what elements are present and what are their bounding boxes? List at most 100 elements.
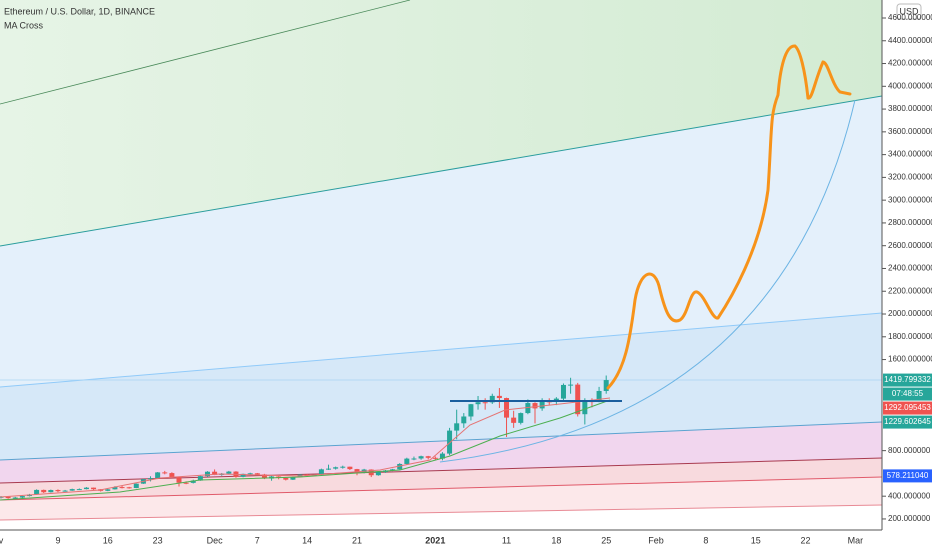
- price-label-box: [883, 373, 932, 387]
- candle-body: [283, 477, 289, 480]
- candle-body: [197, 476, 203, 481]
- candle-body: [318, 469, 324, 475]
- candle-body: [212, 471, 218, 475]
- ma-line: [0, 399, 611, 501]
- candle-body: [126, 487, 132, 489]
- candle-body: [41, 489, 47, 493]
- candle-body: [489, 395, 495, 403]
- x-tick-label: Feb: [648, 535, 664, 545]
- y-tick-label: 2200.000000: [888, 286, 932, 295]
- zone-red-light: [0, 477, 882, 520]
- candle-body: [69, 489, 75, 491]
- x-tick-label: 7: [255, 535, 260, 545]
- candle-body: [119, 487, 125, 489]
- candle-body: [148, 478, 154, 480]
- candle-body: [105, 489, 111, 491]
- candle-body: [439, 453, 445, 459]
- y-tick-label: 400.000000: [888, 491, 931, 500]
- x-tick-label: 15: [751, 535, 761, 545]
- x-tick-label: 14: [302, 535, 312, 545]
- price-label-box: [883, 415, 932, 429]
- trend-line: [0, 476, 882, 501]
- price-label-box: [883, 401, 932, 415]
- candle-body: [468, 404, 474, 417]
- candle-body: [511, 417, 517, 423]
- y-tick-label: 2800.000000: [888, 218, 932, 227]
- candle-body: [326, 468, 332, 470]
- x-tick-label: 11: [502, 535, 511, 545]
- zone-pink: [0, 422, 882, 483]
- candle-body: [432, 457, 438, 459]
- unit-box: [896, 3, 922, 20]
- x-tick-label: 16: [103, 535, 113, 545]
- drawings-back: [0, 0, 882, 521]
- candle-body: [155, 472, 161, 479]
- candle-body: [5, 496, 11, 499]
- candle-body: [375, 472, 381, 476]
- candle-body: [333, 467, 339, 469]
- candle-body: [76, 489, 82, 491]
- x-tick-label: Mar: [848, 535, 864, 545]
- y-tick-label: 3800.000000: [888, 104, 932, 113]
- candle-body: [62, 490, 68, 492]
- candle-body: [425, 456, 431, 458]
- candle-body: [133, 483, 139, 488]
- candle-body: [254, 473, 260, 475]
- candle-body: [112, 487, 118, 490]
- price-label-box: [883, 469, 932, 483]
- candle-body: [354, 469, 360, 473]
- y-tick-label: 3200.000000: [888, 172, 932, 181]
- y-tick-label: 1800.000000: [888, 332, 932, 341]
- candle-body: [454, 423, 460, 431]
- candle-body: [539, 401, 545, 409]
- candle-body: [340, 466, 346, 468]
- candle-body: [596, 390, 602, 402]
- candle-body: [525, 403, 531, 414]
- x-tick-label: Dec: [207, 535, 224, 545]
- y-tick-label: 3000.000000: [888, 195, 932, 204]
- y-tick-label: 3600.000000: [888, 127, 932, 136]
- y-tick-label: 2400.000000: [888, 264, 932, 273]
- y-tick-label: 800.000000: [888, 446, 931, 455]
- y-tick-label: 2600.000000: [888, 241, 932, 250]
- candle-body: [404, 458, 410, 464]
- candle-body: [603, 380, 609, 391]
- x-tick-label: v: [0, 535, 4, 545]
- x-tick-label: 23: [153, 535, 163, 545]
- candle-body: [568, 384, 574, 386]
- zone-green: [0, 0, 882, 246]
- candle-body: [461, 416, 467, 424]
- x-tick-label: 2021: [425, 535, 445, 545]
- candle-body: [169, 473, 175, 478]
- candle-body: [290, 477, 296, 480]
- trend-line: [0, 457, 882, 484]
- candle-body: [162, 472, 168, 474]
- drawings-front: [0, 44, 852, 501]
- candle-body: [518, 413, 524, 423]
- candle-body: [575, 384, 581, 415]
- x-tick-label: 25: [601, 535, 611, 545]
- trend-line: [0, 0, 411, 105]
- candle-body: [482, 402, 488, 404]
- x-tick-label: 9: [55, 535, 60, 545]
- candle-body: [560, 384, 566, 399]
- trend-line: [0, 95, 882, 247]
- freehand-line: [606, 44, 852, 390]
- subtitle: MA Cross: [4, 20, 44, 30]
- candle-body: [183, 482, 189, 484]
- candle-body: [19, 496, 25, 498]
- candle-body: [447, 430, 453, 454]
- candle-body: [83, 487, 89, 490]
- price-label-box: [883, 387, 932, 401]
- candle-body: [475, 402, 481, 405]
- candle-body: [261, 474, 267, 479]
- x-tick-label: 21: [352, 535, 362, 545]
- candle-body: [204, 471, 210, 477]
- candle-body: [582, 401, 588, 415]
- candle-body: [418, 456, 424, 459]
- price-label: 1419.799332: [884, 375, 931, 384]
- y-tick-label: 4200.000000: [888, 59, 932, 68]
- x-tick-label: 22: [801, 535, 811, 545]
- candle-body: [496, 395, 502, 399]
